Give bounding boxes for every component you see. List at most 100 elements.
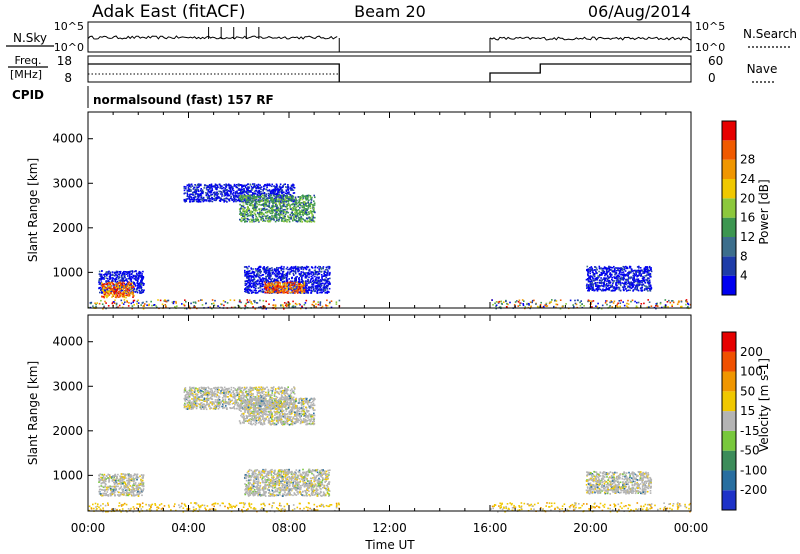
echo-cell [624,270,627,272]
echo-cell [616,280,618,282]
echo-cell [294,305,297,308]
echo-cell [122,303,125,305]
echo-cell [293,280,296,283]
echo-cell [623,283,626,286]
echo-cell [605,286,608,289]
echo-cell [611,278,613,281]
echo-cell [325,286,328,289]
echo-cell [618,273,620,275]
echo-cell [250,204,252,207]
echo-cell [181,303,183,305]
echo-cell [277,277,280,279]
echo-cell [111,281,113,284]
echo-cell [193,198,195,201]
echo-cell [606,300,608,302]
echo-cell [632,290,634,292]
echo-cell [263,207,266,210]
echo-cell [556,303,559,306]
echo-cell [127,295,129,297]
echo-cell [106,273,108,275]
echo-cell [288,287,290,289]
echo-cell [281,195,283,197]
echo-cell [239,219,242,221]
echo-cell [650,287,653,289]
echo-cell [612,282,614,285]
echo-cell [113,302,116,304]
echo-cell [248,191,250,193]
echo-cell [671,300,673,302]
echo-cell [275,279,278,281]
echo-cell [615,283,617,285]
echo-cell [153,304,156,306]
echo-cell [143,289,145,291]
echo-cell [309,218,311,221]
echo-cell [227,189,229,192]
echo-cell [309,220,312,223]
echo-cell [308,289,311,292]
echo-cell [294,272,297,275]
echo-cell [209,200,212,202]
echo-cell [287,288,290,290]
echo-cell [286,273,289,275]
echo-cell [253,194,255,197]
echo-cell [244,191,247,193]
cpid-text: normalsound (fast) 157 RF [93,93,274,107]
echo-cell [188,190,190,192]
echo-cell [139,282,141,284]
echo-cell [264,305,266,308]
echo-cell [299,211,301,214]
echo-cell [247,191,249,193]
echo-cell [626,286,629,289]
echo-cell [267,194,270,197]
echo-cell [319,301,322,303]
echo-cell [589,275,591,278]
echo-cell [259,199,262,201]
echo-cell [317,301,319,303]
echo-cell [317,303,320,306]
echo-cell [118,271,121,273]
echo-cell [261,194,264,197]
echo-cell [274,287,277,290]
echo-cell [577,299,579,302]
echo-cell [216,191,218,194]
echo-cell [233,198,236,200]
echo-cell [211,187,213,190]
echo-cell [101,276,103,279]
echo-cell [596,268,598,271]
echo-cell [629,289,631,292]
echo-cell [588,288,590,290]
echo-cell [282,278,284,280]
echo-cell [617,283,620,285]
echo-cell [231,188,234,191]
freq-unit: [MHz] [10,68,42,81]
echo-cell [219,187,221,189]
echo-cell [120,290,123,292]
echo-cell [261,217,263,220]
echo-cell [192,200,195,202]
echo-cell [586,278,589,280]
echo-cell [129,286,131,288]
echo-cell [183,303,185,306]
echo-cell [213,197,216,200]
echo-cell [303,202,305,204]
echo-cell [291,288,294,290]
echo-cell [265,277,267,280]
echo-cell [244,210,246,213]
echo-cell [104,275,106,278]
echo-cell [251,214,254,216]
echo-cell [247,277,249,279]
echo-cell [244,269,246,272]
echo-cell [189,195,191,198]
echo-cell [260,208,262,210]
echo-cell [294,270,296,273]
echo-cell [103,274,105,276]
echo-cell [636,284,638,286]
echo-cell [680,305,682,308]
echo-cell [280,188,282,191]
echo-cell [146,304,148,306]
echo-cell [103,296,106,299]
echo-cell [233,185,236,187]
echo-cell [223,195,225,197]
echo-cell [595,305,597,307]
echo-cell [229,188,232,191]
